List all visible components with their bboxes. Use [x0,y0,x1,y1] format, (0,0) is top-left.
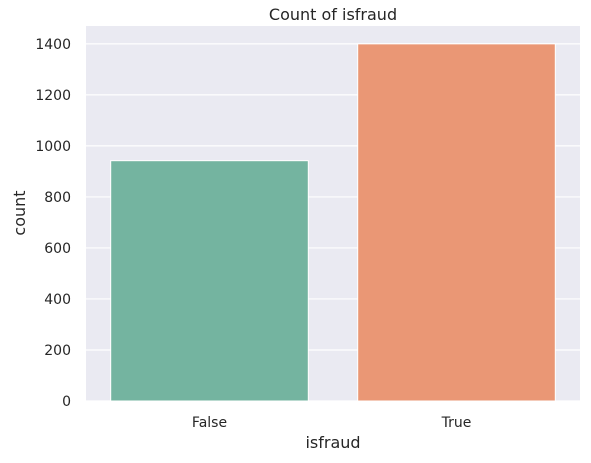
bar-true [357,43,556,402]
y-tick-label: 1000 [35,139,71,155]
y-axis-ticks: 0 200 400 600 800 1000 1200 1400 [35,37,71,410]
y-tick-label: 0 [62,394,71,410]
x-axis-ticks: False True [192,415,471,431]
y-tick-label: 1400 [35,37,71,53]
x-tick-label: True [441,415,472,431]
y-tick-label: 200 [44,343,71,359]
bars [110,43,556,402]
y-axis-label: count [10,190,29,235]
x-axis-label: isfraud [305,433,360,452]
y-tick-label: 400 [44,292,71,308]
y-tick-label: 1200 [35,88,71,104]
bar-false [110,160,309,402]
y-tick-label: 600 [44,241,71,257]
x-tick-label: False [192,415,227,431]
y-tick-label: 800 [44,190,71,206]
chart-title: Count of isfraud [269,5,397,24]
